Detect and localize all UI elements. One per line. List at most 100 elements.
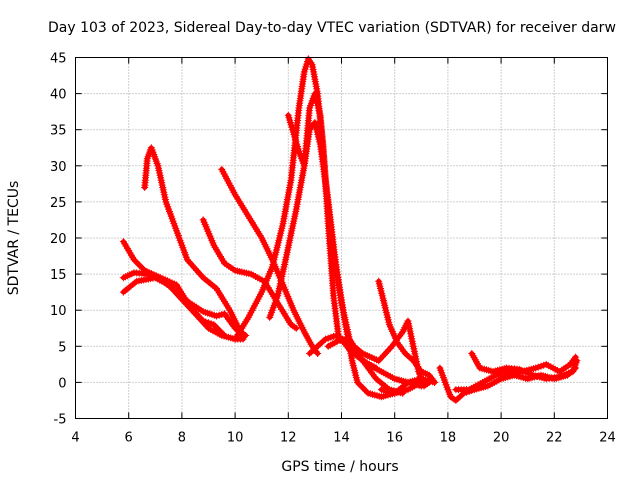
data-point-marker — [399, 389, 407, 397]
y-tick-label: 40 — [50, 88, 67, 103]
data-point-marker — [210, 321, 218, 329]
x-tick-label: 6 — [125, 431, 133, 446]
data-point-marker — [215, 326, 223, 334]
x-tick-label: 24 — [599, 431, 616, 446]
data-point-marker — [196, 270, 204, 278]
data-point-marker — [313, 343, 321, 351]
y-tick-label: 15 — [50, 268, 67, 283]
x-tick-label: 14 — [333, 431, 350, 446]
data-point-marker — [357, 382, 365, 390]
y-tick-label: 0 — [58, 376, 66, 391]
data-point-marker — [307, 348, 315, 356]
data-point-marker — [381, 350, 389, 357]
data-point-marker — [170, 286, 178, 294]
series-track-l — [375, 277, 439, 386]
data-point-marker — [194, 312, 202, 320]
data-point-marker — [431, 378, 439, 386]
plot-frame — [75, 57, 608, 419]
data-point-marker — [309, 346, 317, 354]
data-point-marker — [349, 348, 357, 356]
data-point-marker — [221, 310, 228, 318]
data-point-marker — [186, 303, 194, 311]
data-point-marker — [386, 344, 394, 352]
data-point-marker — [289, 322, 297, 330]
data-point-marker — [346, 344, 354, 352]
data-point-marker — [291, 323, 298, 331]
data-point-marker — [338, 335, 345, 343]
x-tick-label: 22 — [546, 431, 563, 446]
data-series — [119, 55, 581, 404]
data-point-marker — [573, 357, 581, 365]
data-point-marker — [130, 256, 138, 264]
series-track-c — [119, 238, 228, 339]
data-point-marker — [341, 339, 349, 347]
x-tick-label: 8 — [178, 431, 186, 446]
data-point-marker — [362, 387, 370, 395]
data-point-marker — [240, 330, 248, 338]
data-point-marker — [135, 261, 143, 269]
data-point-marker — [359, 384, 367, 392]
data-point-marker — [196, 313, 204, 321]
data-point-marker — [132, 258, 140, 265]
y-tick-label: 10 — [50, 304, 67, 319]
series-track-e — [199, 216, 300, 332]
y-axis-label: SDTVAR / TECUs — [6, 181, 22, 296]
y-tick-label: 35 — [50, 124, 67, 139]
data-point-marker — [318, 338, 326, 346]
data-point-marker — [219, 330, 227, 338]
data-point-marker — [134, 259, 142, 267]
data-point-marker — [242, 332, 250, 339]
data-point-marker — [375, 357, 383, 365]
data-point-marker — [191, 308, 199, 316]
data-point-marker — [139, 265, 147, 273]
x-tick-label: 16 — [386, 431, 403, 446]
data-point-marker — [194, 268, 202, 276]
data-point-marker — [354, 378, 361, 386]
series-track-f — [218, 165, 322, 357]
y-tick-label: -5 — [54, 413, 67, 428]
data-point-marker — [222, 312, 230, 320]
data-point-marker — [186, 259, 194, 267]
data-point-marker — [361, 386, 369, 394]
data-point-marker — [191, 265, 199, 273]
y-tick-label: 45 — [50, 52, 67, 67]
data-point-marker — [213, 324, 221, 332]
data-point-marker — [292, 324, 300, 332]
y-tick-label: 25 — [50, 196, 67, 211]
data-point-marker — [448, 394, 456, 402]
y-tick-label: 5 — [58, 340, 66, 355]
data-point-marker — [188, 261, 196, 269]
data-point-marker — [376, 355, 384, 363]
x-tick-label: 10 — [227, 431, 244, 446]
data-point-marker — [190, 263, 198, 271]
data-point-marker — [217, 328, 225, 336]
y-tick-label: 30 — [50, 160, 67, 175]
data-point-marker — [221, 332, 228, 339]
data-point-marker — [188, 304, 195, 312]
data-point-marker — [316, 340, 324, 348]
data-point-marker — [137, 263, 145, 271]
data-point-marker — [450, 395, 458, 403]
data-point-marker — [306, 350, 314, 357]
series-track-p — [468, 350, 581, 383]
data-point-marker — [185, 258, 193, 265]
data-point-marker — [380, 351, 388, 359]
data-point-marker — [193, 310, 200, 318]
data-point-marker — [314, 342, 322, 349]
axis-ticks: 4 6 8 10 12 14 16 18 20 22 24 -5 0 5 10 15 20 25 30 35 40 45 — [50, 52, 616, 446]
x-tick-label: 4 — [71, 431, 79, 446]
x-tick-label: 12 — [280, 431, 297, 446]
chart-title: Day 103 of 2023, Sidereal Day-to-day VTE… — [48, 20, 616, 36]
data-point-marker — [223, 313, 231, 321]
data-point-marker — [378, 353, 386, 361]
data-point-marker — [314, 350, 322, 357]
data-point-marker — [425, 371, 433, 379]
data-point-marker — [320, 337, 328, 345]
data-point-marker — [198, 272, 206, 280]
data-point-marker — [339, 337, 347, 345]
data-point-marker — [344, 342, 352, 350]
data-point-marker — [198, 315, 205, 323]
x-tick-label: 18 — [440, 431, 457, 446]
